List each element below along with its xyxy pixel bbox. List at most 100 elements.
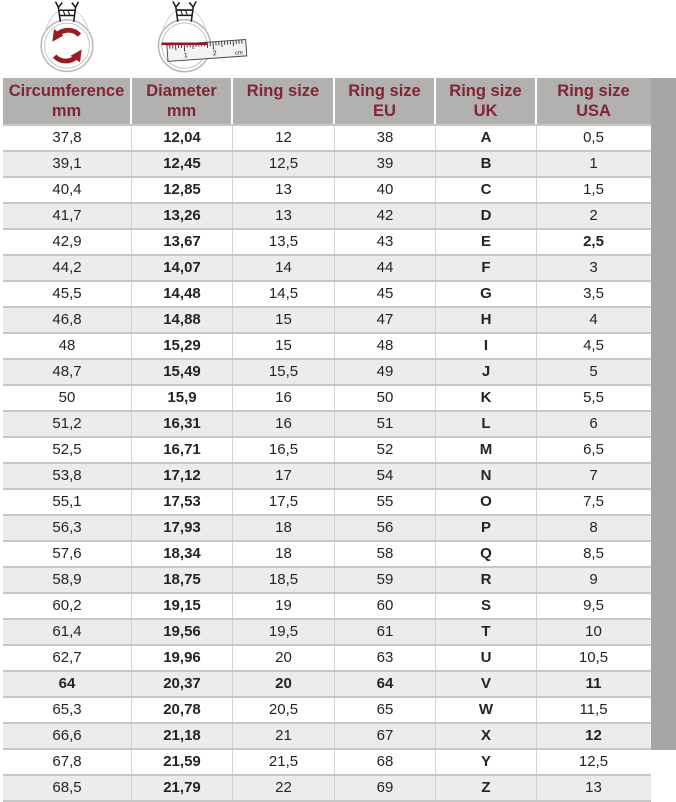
table-cell: 17,12 xyxy=(132,464,233,488)
table-cell: 16,5 xyxy=(233,438,335,462)
table-row: 65,3 20,78 20,5 65 W 11,5 xyxy=(3,696,651,722)
table-cell: 18 xyxy=(233,542,335,566)
table-cell: 60 xyxy=(335,594,436,618)
table-cell: 39 xyxy=(335,152,436,176)
table-row: 41,7 13,26 13 42 D 2 xyxy=(3,202,651,228)
table-cell: F xyxy=(436,256,537,280)
table-cell: B xyxy=(436,152,537,176)
table-cell: N xyxy=(436,464,537,488)
table-cell: 4,5 xyxy=(583,337,604,354)
table-cell: 13 xyxy=(233,204,335,228)
table-row: 60,2 19,15 19 60 S 9,5 xyxy=(3,592,651,618)
table-cell: Y xyxy=(436,750,537,774)
header-cell: Circumference mm xyxy=(3,78,132,124)
table-cell: 57,6 xyxy=(3,542,132,566)
table-cell: 10,5 xyxy=(578,649,609,666)
table-cell: 66,6 xyxy=(3,724,132,748)
table-cell: 11,5 xyxy=(579,701,608,718)
table-row: 48 15,29 15 48 I 4,5 xyxy=(3,332,651,358)
header-row: Circumference mm Diameter mm Ring size R… xyxy=(3,78,651,124)
header-cell: Diameter mm xyxy=(132,78,233,124)
header-label: Diameter xyxy=(146,82,217,100)
table-cell: 2,5 xyxy=(583,233,604,250)
table-cell: 68,5 xyxy=(3,776,132,800)
table-cell: L xyxy=(436,412,537,436)
table-cell: 58 xyxy=(335,542,436,566)
table-cell: H xyxy=(436,308,537,332)
table-row: 50 15,9 16 50 K 5,5 xyxy=(3,384,651,410)
table-cell: 50 xyxy=(335,386,436,410)
table-cell: 13,5 xyxy=(233,230,335,254)
table-body: 37,8 12,04 12 38 A 0,5 39,1 12,45 12,5 39 B 1 40,4… xyxy=(3,124,651,800)
table-cell: 19 xyxy=(233,594,335,618)
table-row: 61,4 19,56 19,5 61 T 10 xyxy=(3,618,651,644)
header-label: Ring size xyxy=(449,82,522,100)
table-row: 39,1 12,45 12,5 39 B 1 xyxy=(3,150,651,176)
table-row: 56,3 17,93 18 56 P 8 xyxy=(3,514,651,540)
ring-diameter-ruler-icon: 1 2 cm xyxy=(157,1,248,73)
table-cell: 4 xyxy=(589,311,598,328)
table-cell: 17,5 xyxy=(233,490,335,514)
table-cell: 16,71 xyxy=(132,438,233,462)
table-cell: 20,5 xyxy=(233,698,335,722)
table-cell: 7,5 xyxy=(583,493,604,510)
header-sub: mm xyxy=(51,102,82,120)
table-cell: 16 xyxy=(233,412,335,436)
table-cell: W xyxy=(436,698,537,722)
table-cell: Z xyxy=(436,776,537,800)
table-row: 46,8 14,88 15 47 H 4 xyxy=(3,306,651,332)
table-row: 62,7 19,96 20 63 U 10,5 xyxy=(3,644,651,670)
table-cell: 8,5 xyxy=(583,545,604,562)
table-cell: I xyxy=(436,334,537,358)
table-cell: 13,26 xyxy=(132,204,233,228)
table-cell: 18,5 xyxy=(233,568,335,592)
table-cell: 62,7 xyxy=(3,646,132,670)
table-row: 67,8 21,59 21,5 68 Y 12,5 xyxy=(3,748,651,774)
table-cell: U xyxy=(436,646,537,670)
table-cell: 12,04 xyxy=(132,126,233,150)
header-sub: USA xyxy=(576,102,611,120)
header-cell: Ring size xyxy=(233,78,335,124)
table-cell: 15,5 xyxy=(233,360,335,384)
table-cell: 51 xyxy=(335,412,436,436)
table-cell: 67,8 xyxy=(3,750,132,774)
table-cell: 19,96 xyxy=(132,646,233,670)
table-cell: 48,7 xyxy=(3,360,132,384)
ring-size-conversion-table: Circumference mm Diameter mm Ring size R… xyxy=(3,78,651,802)
table-cell: C xyxy=(436,178,537,202)
table-cell: 15,49 xyxy=(132,360,233,384)
table-cell: 44 xyxy=(335,256,436,280)
table-cell: X xyxy=(436,724,537,748)
table-cell: 47 xyxy=(335,308,436,332)
table-cell: 5 xyxy=(589,363,598,380)
header-sub: mm xyxy=(166,102,197,120)
table-cell: 0,5 xyxy=(583,129,604,146)
header-sub: EU xyxy=(373,102,396,120)
table-cell: 21,18 xyxy=(132,724,233,748)
table-cell: 42 xyxy=(335,204,436,228)
ruler-label-2: 2 xyxy=(213,50,217,57)
table-cell: M xyxy=(436,438,537,462)
table-cell: 14,88 xyxy=(132,308,233,332)
table-row: 40,4 12,85 13 40 C 1,5 xyxy=(3,176,651,202)
table-cell: 18 xyxy=(233,516,335,540)
table-cell: V xyxy=(436,672,537,696)
table-cell: 12,5 xyxy=(233,152,335,176)
table-cell: 3,5 xyxy=(583,285,604,302)
table-cell: 65 xyxy=(335,698,436,722)
table-cell: 5,5 xyxy=(583,389,604,406)
table-cell: 43 xyxy=(335,230,436,254)
table-cell: 20,78 xyxy=(132,698,233,722)
table-cell: 52 xyxy=(335,438,436,462)
table-cell: 16,31 xyxy=(132,412,233,436)
table-cell: 18,75 xyxy=(132,568,233,592)
table-cell: 12,45 xyxy=(132,152,233,176)
table-cell: G xyxy=(436,282,537,306)
table-cell: 38 xyxy=(335,126,436,150)
table-cell: Q xyxy=(436,542,537,566)
table-cell: 45 xyxy=(335,282,436,306)
table-cell: 60,2 xyxy=(3,594,132,618)
table-cell: 15 xyxy=(233,308,335,332)
table-cell: 15,29 xyxy=(132,334,233,358)
table-cell: 65,3 xyxy=(3,698,132,722)
